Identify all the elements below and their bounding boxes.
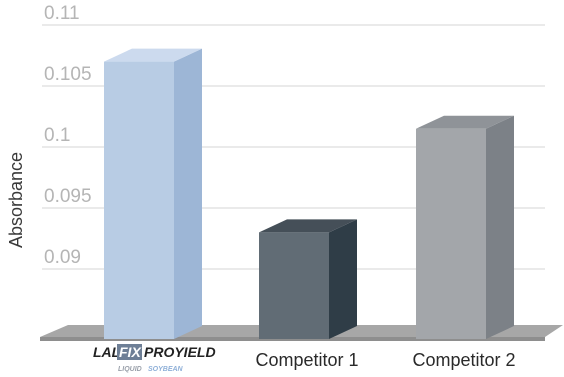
bar (104, 48, 202, 339)
bar-side (486, 115, 514, 339)
logo-text-liquid: LIQUID (118, 366, 142, 373)
bar-side (329, 219, 357, 339)
y-tick-label: 0.095 (44, 186, 92, 207)
logo-text-fix: FIX (119, 344, 142, 360)
logo-text-lal: LAL (93, 344, 120, 360)
bars (104, 48, 514, 339)
y-tick-label: 0.11 (44, 3, 80, 24)
logo-text-soybean: SOYBEAN (148, 366, 184, 373)
x-tick-label-competitor-1: Competitor 1 (255, 350, 358, 370)
bar-front (259, 232, 329, 339)
y-axis-label: Absorbance (6, 152, 26, 248)
y-axis-ticks: 0.09 0.095 0.1 0.105 0.11 (44, 3, 92, 268)
bar (259, 219, 357, 339)
bar-front (104, 61, 174, 339)
bar (416, 115, 514, 339)
y-tick-label: 0.09 (44, 247, 81, 268)
bar-side (174, 48, 202, 339)
x-tick-label-lalfix-logo: LAL FIX PROYIELD LIQUID SOYBEAN (93, 344, 216, 373)
y-tick-label: 0.1 (44, 125, 70, 146)
logo-text-proyield: PROYIELD (144, 344, 216, 360)
x-axis-labels: LAL FIX PROYIELD LIQUID SOYBEAN Competit… (93, 344, 516, 373)
bar-top (259, 219, 357, 233)
x-tick-label-competitor-2: Competitor 2 (412, 350, 515, 370)
bar-top (104, 48, 202, 62)
bar-front (416, 128, 486, 339)
bar-top (416, 115, 514, 129)
logo-fix-box (117, 344, 142, 360)
y-tick-label: 0.105 (44, 64, 92, 85)
